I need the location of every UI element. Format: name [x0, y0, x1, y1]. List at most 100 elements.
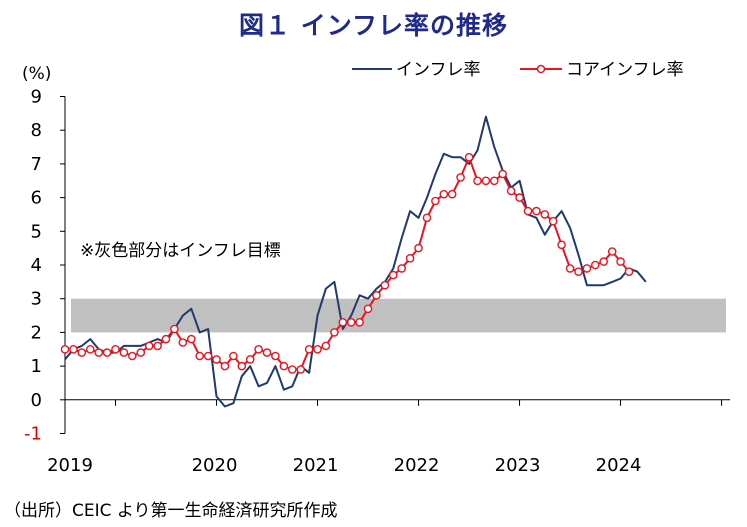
- data-point-core: [60, 344, 70, 354]
- data-point-core: [591, 260, 600, 270]
- data-point-core: [397, 264, 407, 273]
- data-point-core: [548, 216, 558, 226]
- data-point-core: [203, 351, 213, 361]
- data-point-core: [439, 189, 449, 199]
- data-point-core: [582, 264, 592, 273]
- data-point-core: [161, 334, 171, 344]
- data-point-core: [111, 344, 120, 354]
- data-point-core: [498, 169, 508, 179]
- data-point-core: [473, 176, 482, 186]
- y-tick-label: 0: [31, 390, 42, 411]
- data-point-core: [388, 270, 398, 280]
- data-point-core: [414, 243, 423, 253]
- y-tick-label: 4: [31, 255, 42, 276]
- data-point-core: [69, 344, 78, 354]
- data-point-core: [557, 240, 566, 250]
- data-point-core: [405, 253, 415, 263]
- data-point-core: [422, 213, 432, 223]
- data-point-core: [431, 196, 440, 206]
- target-band: [71, 298, 726, 333]
- data-point-core: [153, 341, 162, 351]
- data-point-core: [304, 344, 314, 354]
- data-point-core: [178, 338, 188, 347]
- y-tick-label: 2: [31, 322, 42, 343]
- data-point-core: [254, 344, 263, 354]
- data-point-core: [565, 264, 575, 273]
- x-tick-label: 2023: [495, 455, 541, 476]
- data-point-core: [279, 361, 289, 371]
- data-point-core: [624, 267, 634, 277]
- data-point-core: [523, 206, 533, 216]
- data-point-core: [515, 193, 524, 202]
- target-band-layer: [71, 298, 726, 333]
- data-point-core: [506, 186, 516, 196]
- data-point-core: [532, 206, 541, 216]
- data-point-core: [287, 365, 297, 374]
- data-point-core: [262, 348, 272, 357]
- data-point-core: [616, 257, 625, 266]
- y-tick-label: 7: [31, 154, 42, 175]
- legend-marker-core: [536, 64, 546, 74]
- data-point-core: [271, 351, 280, 361]
- legend-label-inflation: インフレ率: [396, 60, 481, 80]
- data-point-core: [481, 176, 491, 186]
- target-band-annotation: ※灰色部分はインフレ目標: [80, 241, 281, 261]
- data-point-core: [296, 365, 306, 374]
- chart-title: 図１ インフレ率の推移: [239, 11, 508, 40]
- legend: インフレ率 コアインフレ率: [352, 60, 684, 80]
- data-point-core: [212, 355, 221, 364]
- data-point-core: [464, 152, 474, 162]
- data-point-core: [229, 351, 238, 361]
- data-point-core: [363, 304, 373, 314]
- data-point-core: [456, 173, 465, 182]
- y-tick-label: 1: [31, 356, 42, 377]
- data-point-core: [136, 348, 146, 357]
- data-point-core: [237, 361, 247, 371]
- data-point-core: [380, 280, 390, 290]
- data-point-core: [346, 317, 356, 327]
- data-point-core: [220, 361, 230, 371]
- data-point-core: [195, 351, 204, 361]
- x-tick-labels: 2019 2020 2021 2022 2023 2024: [47, 455, 641, 476]
- axis-layer: [60, 96, 730, 434]
- data-point-core: [321, 341, 331, 351]
- series-line-core: [65, 156, 630, 371]
- data-point-core: [77, 348, 87, 357]
- y-tick-labels: 9 8 7 6 5 4 3 2 1 0 -1: [24, 87, 42, 445]
- data-point-core: [372, 290, 381, 300]
- x-tick-label: 2021: [293, 455, 339, 476]
- data-point-core: [127, 351, 137, 361]
- y-tick-label: 8: [31, 120, 42, 141]
- data-point-core: [355, 317, 364, 327]
- data-point-core: [86, 344, 95, 354]
- x-tick-label: 2024: [596, 455, 642, 476]
- y-tick-label: -1: [24, 424, 42, 445]
- x-tick-label: 2020: [192, 455, 238, 476]
- data-point-core: [245, 355, 255, 364]
- data-point-core: [102, 348, 112, 357]
- line-chart: 9 8 7 6 5 4 3 2 1 0 -1 2019 2020 2021 2022 2023 2024 (%…: [22, 60, 730, 476]
- data-point-core: [119, 348, 129, 357]
- y-tick-label: 9: [31, 87, 42, 108]
- data-point-core: [574, 267, 583, 277]
- data-point-core: [489, 176, 499, 186]
- data-point-core: [447, 189, 457, 199]
- y-tick-label: 6: [31, 188, 42, 209]
- y-tick-label: 3: [31, 289, 42, 310]
- source-note: （出所）CEIC より第一生命経済研究所作成: [4, 501, 338, 521]
- x-tick-label: 2022: [394, 455, 440, 476]
- data-point-core: [338, 317, 348, 327]
- data-point-core: [607, 247, 617, 256]
- data-point-core: [540, 210, 550, 219]
- data-point-core: [313, 344, 322, 354]
- data-point-core: [94, 348, 103, 357]
- data-point-core: [599, 257, 609, 266]
- data-point-core: [330, 328, 339, 337]
- data-point-core: [186, 334, 196, 344]
- y-tick-label: 5: [31, 221, 42, 242]
- series-layer: [60, 115, 647, 408]
- data-point-core: [170, 324, 179, 334]
- series-core: [60, 152, 634, 374]
- legend-label-core: コアインフレ率: [566, 60, 684, 80]
- series-line-inflation: [64, 115, 647, 408]
